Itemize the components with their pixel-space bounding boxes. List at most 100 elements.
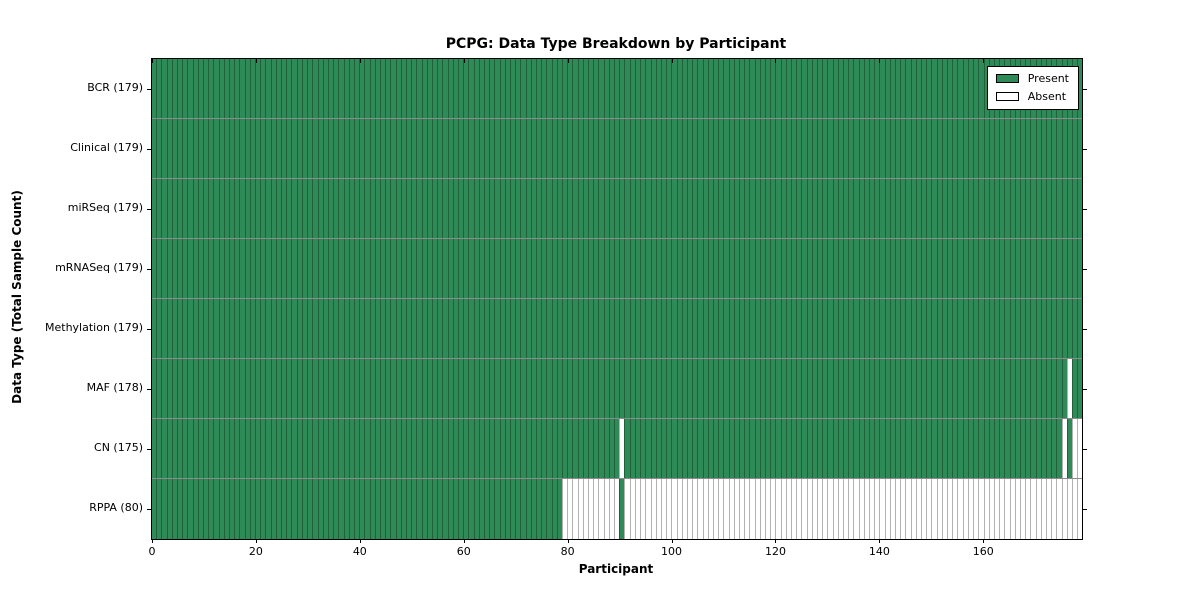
cell-methylation-37 <box>343 299 349 358</box>
cell-maf-104 <box>692 359 698 418</box>
cell-clinical-93 <box>634 119 641 178</box>
cell-maf-149 <box>926 359 932 418</box>
x-tick-top-160-icon <box>983 59 985 63</box>
cell-mirseq-64 <box>484 179 490 238</box>
cell-maf-166 <box>1014 359 1020 418</box>
cell-mrnaseq-177 <box>1071 239 1078 298</box>
cell-mrnaseq-100 <box>671 239 677 298</box>
cell-mirseq-3 <box>166 179 172 238</box>
cell-maf-142 <box>889 359 896 418</box>
cell-clinical-7 <box>187 119 193 178</box>
cell-methylation-113 <box>738 299 745 358</box>
cell-mrnaseq-111 <box>728 239 734 298</box>
cell-cn-3 <box>166 419 172 478</box>
cell-rppa-80 <box>567 479 573 539</box>
cell-methylation-40 <box>359 299 365 358</box>
cell-maf-48 <box>400 359 406 418</box>
cell-mirseq-2 <box>161 179 167 238</box>
cell-mirseq-42 <box>369 179 375 238</box>
cell-mrnaseq-134 <box>848 239 854 298</box>
x-tick-label-160: 160 <box>972 545 994 558</box>
x-tick-label-20: 20 <box>248 545 263 558</box>
cell-methylation-109 <box>718 299 724 358</box>
cell-mirseq-160 <box>983 179 989 238</box>
cell-clinical-19 <box>249 119 256 178</box>
cell-rppa-105 <box>697 479 703 539</box>
cell-methylation-52 <box>421 299 427 358</box>
cell-clinical-47 <box>395 119 401 178</box>
cell-mrnaseq-158 <box>973 239 979 298</box>
cell-bcr-75 <box>541 59 547 118</box>
cell-mirseq-174 <box>1056 179 1062 238</box>
cell-cn-120 <box>775 419 781 478</box>
cell-mrnaseq-75 <box>541 239 547 298</box>
cell-cn-54 <box>431 419 438 478</box>
cell-mrnaseq-61 <box>468 239 474 298</box>
cell-maf-44 <box>379 359 386 418</box>
cell-rppa-9 <box>197 479 204 539</box>
cell-cn-128 <box>817 419 823 478</box>
cell-bcr-83 <box>582 59 589 118</box>
cell-methylation-111 <box>728 299 734 358</box>
cell-clinical-83 <box>582 119 589 178</box>
cell-cn-80 <box>567 419 573 478</box>
cell-cn-140 <box>879 419 885 478</box>
cell-bcr-120 <box>775 59 781 118</box>
cell-rppa-52 <box>421 479 427 539</box>
cell-bcr-38 <box>348 59 354 118</box>
cell-rppa-156 <box>962 479 968 539</box>
cell-clinical-103 <box>686 119 693 178</box>
y-tick-label-mrnaseq: mRNASeq (179) <box>55 261 143 274</box>
cell-mrnaseq-53 <box>426 239 432 298</box>
cell-mrnaseq-33 <box>322 239 328 298</box>
cell-mrnaseq-146 <box>910 239 916 298</box>
cell-rppa-178 <box>1077 479 1083 539</box>
cell-cn-117 <box>759 419 765 478</box>
cell-mrnaseq-14 <box>223 239 230 298</box>
cell-clinical-28 <box>296 119 302 178</box>
cell-maf-105 <box>697 359 703 418</box>
cell-maf-71 <box>520 359 526 418</box>
cell-mrnaseq-72 <box>525 239 531 298</box>
cell-rppa-55 <box>437 479 443 539</box>
cell-cn-14 <box>223 419 230 478</box>
cell-maf-139 <box>874 359 880 418</box>
cell-maf-50 <box>411 359 417 418</box>
cell-methylation-140 <box>879 299 885 358</box>
cell-mrnaseq-9 <box>197 239 204 298</box>
cell-maf-64 <box>484 359 490 418</box>
cell-mirseq-148 <box>921 179 927 238</box>
cell-methylation-130 <box>827 299 833 358</box>
cell-rppa-17 <box>239 479 245 539</box>
cell-clinical-102 <box>681 119 687 178</box>
cell-clinical-74 <box>536 119 542 178</box>
cell-maf-29 <box>301 359 308 418</box>
cell-mirseq-87 <box>603 179 609 238</box>
cell-mirseq-98 <box>660 179 667 238</box>
cell-maf-22 <box>265 359 271 418</box>
cell-clinical-43 <box>374 119 380 178</box>
cell-methylation-76 <box>546 299 552 358</box>
cell-rppa-121 <box>780 479 786 539</box>
x-tick-bottom-80-icon <box>567 539 569 543</box>
cell-clinical-114 <box>744 119 750 178</box>
cell-bcr-51 <box>416 59 422 118</box>
cell-mirseq-46 <box>390 179 396 238</box>
cell-maf-67 <box>499 359 505 418</box>
cell-cn-0 <box>152 419 157 478</box>
cell-bcr-88 <box>608 59 615 118</box>
cell-clinical-91 <box>624 119 630 178</box>
cell-bcr-69 <box>510 59 516 118</box>
cell-cn-18 <box>244 419 250 478</box>
cell-maf-95 <box>645 359 651 418</box>
cell-clinical-171 <box>1040 119 1046 178</box>
cell-methylation-60 <box>463 299 469 358</box>
cell-maf-128 <box>817 359 823 418</box>
cell-mrnaseq-167 <box>1019 239 1026 298</box>
cell-rppa-173 <box>1051 479 1057 539</box>
cell-mrnaseq-101 <box>676 239 682 298</box>
cell-methylation-142 <box>889 299 896 358</box>
cell-methylation-3 <box>166 299 172 358</box>
cell-cn-69 <box>510 419 516 478</box>
cell-mrnaseq-127 <box>811 239 817 298</box>
